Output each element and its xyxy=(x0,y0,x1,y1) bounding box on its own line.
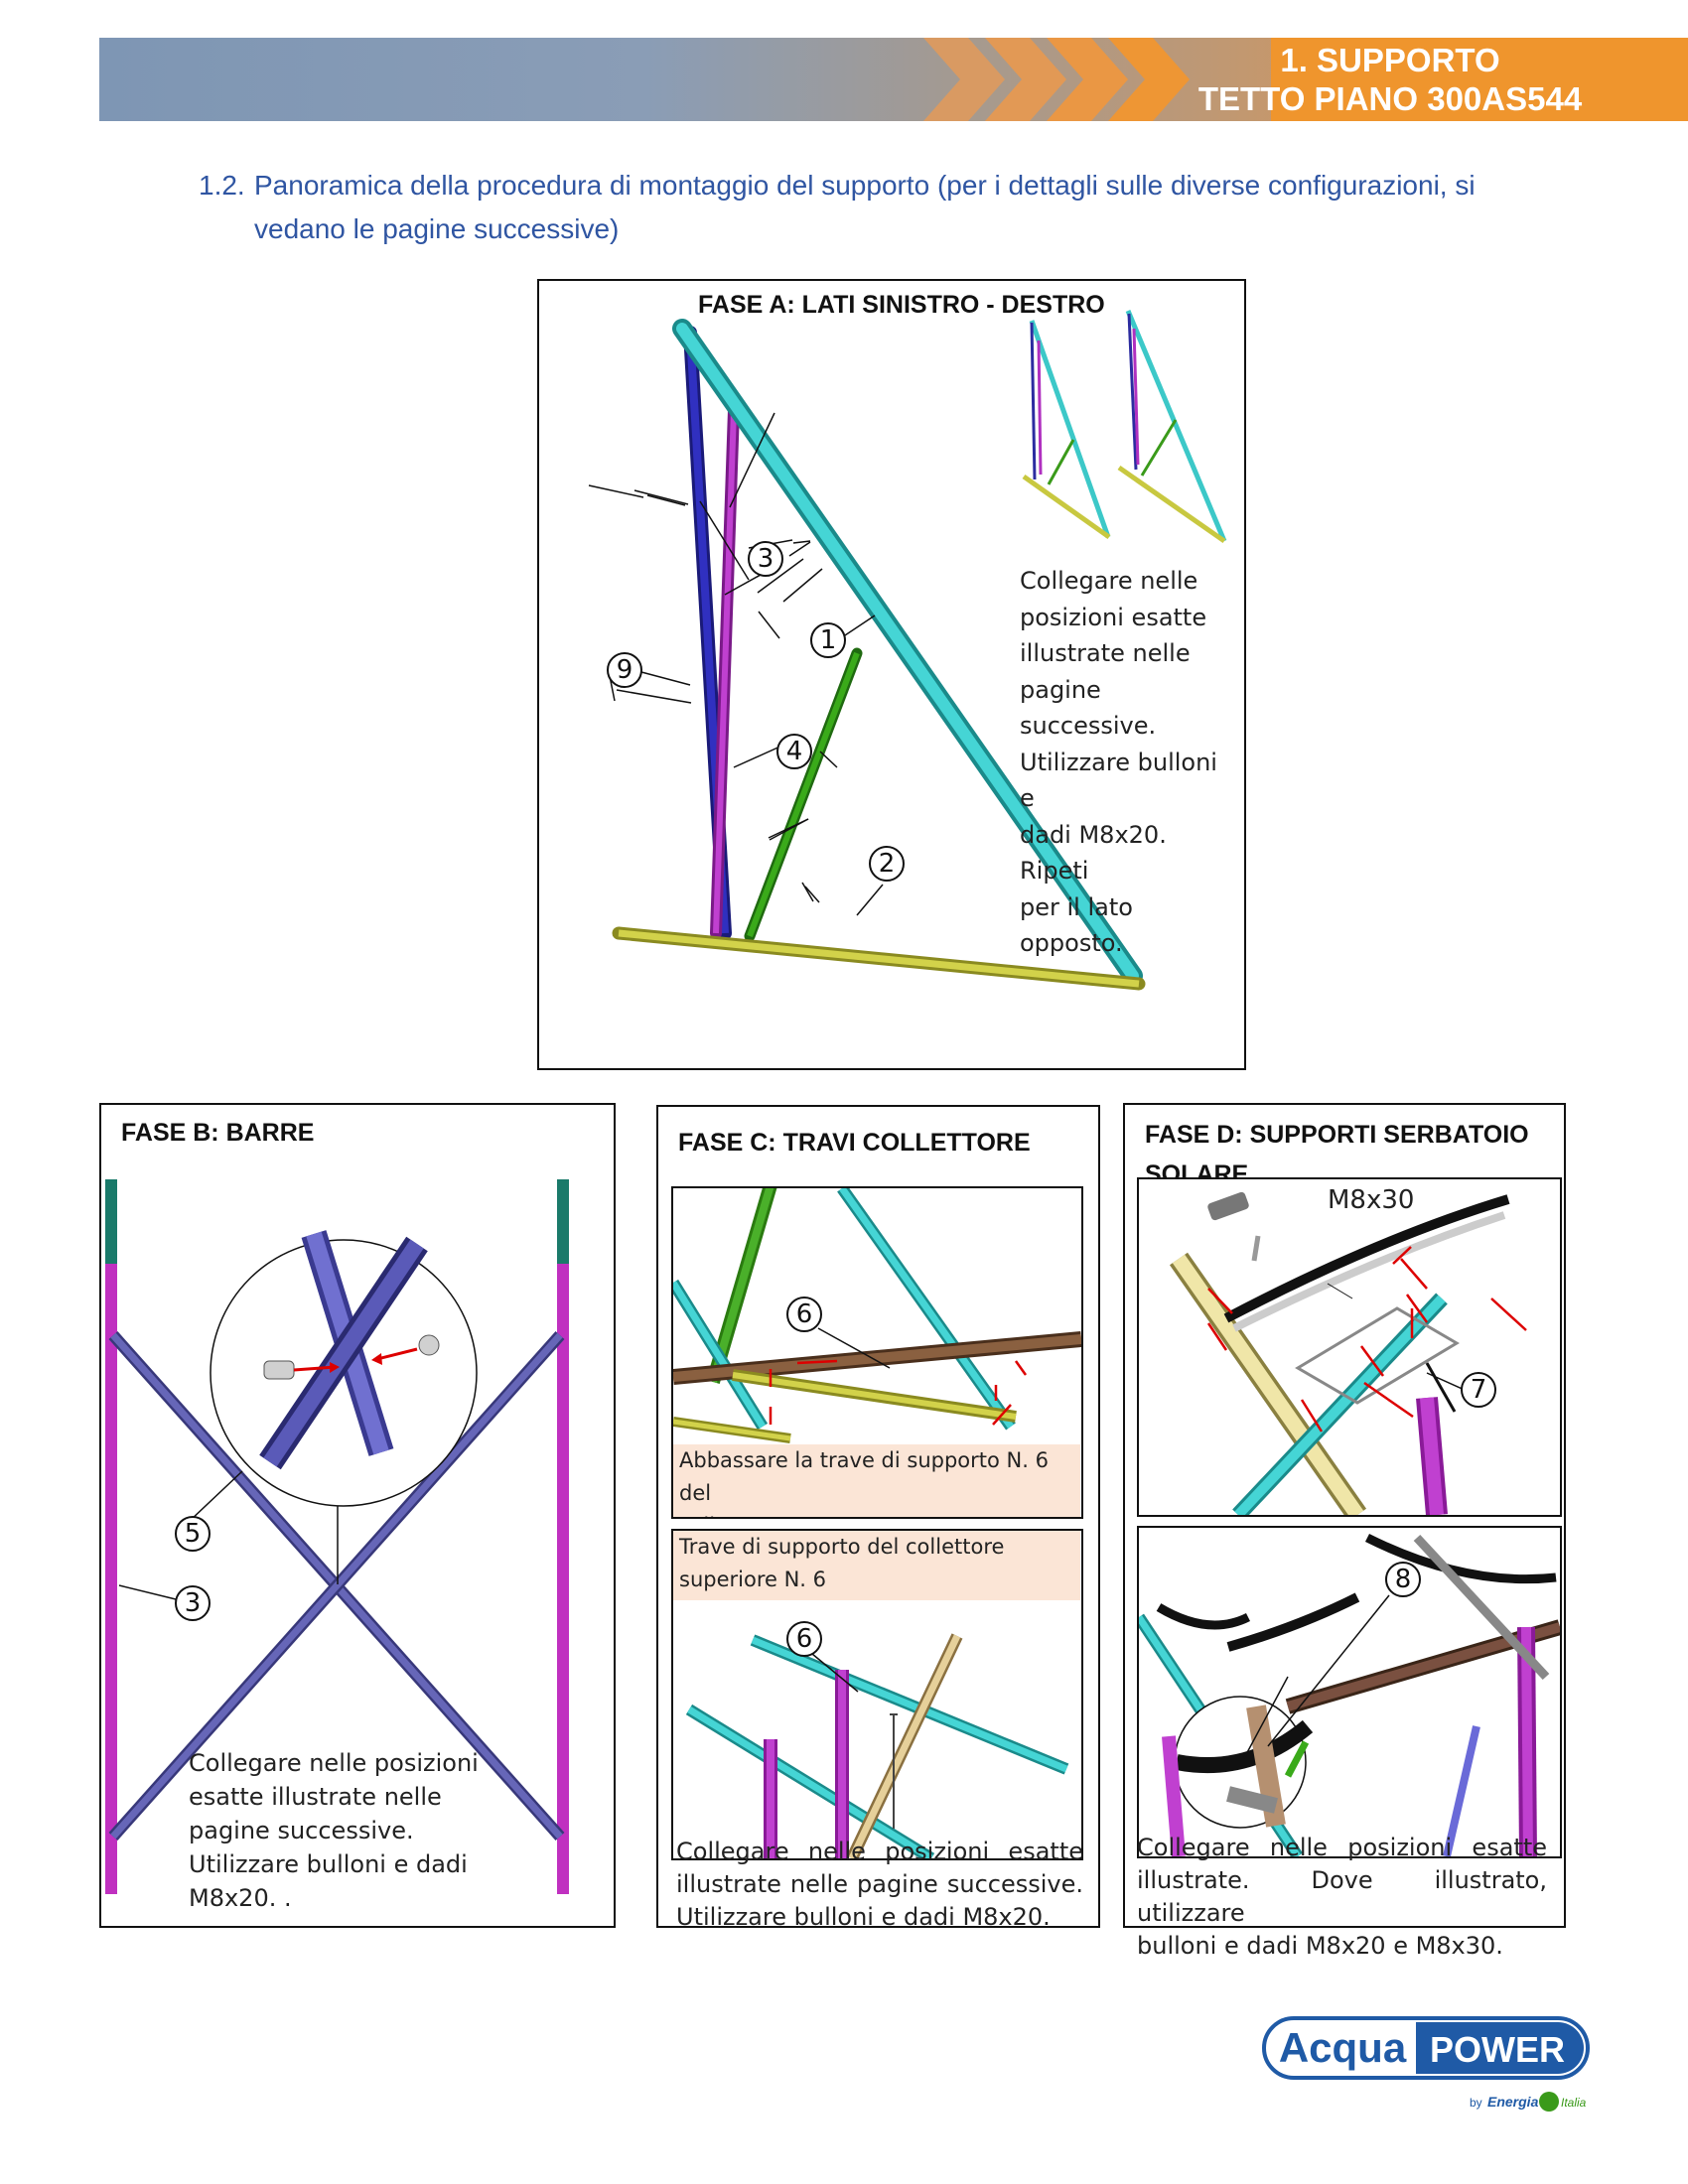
note-line: Abbassare la trave di supporto N. 6 del xyxy=(679,1448,1049,1505)
note-line: Utilizzare bulloni e dadi xyxy=(189,1850,468,1878)
note-line: Collegare nelle posizioni esatte xyxy=(1137,1834,1547,1861)
phase-b-title: FASE B: BARRE xyxy=(121,1119,315,1147)
svg-text:3: 3 xyxy=(185,1588,202,1618)
svg-text:1: 1 xyxy=(820,625,837,655)
phase-a-thumbnail-right xyxy=(1117,310,1227,544)
logo-word-power: POWER xyxy=(1430,2029,1565,2070)
svg-text:3: 3 xyxy=(758,544,774,574)
phase-d-panel: FASE D: SUPPORTI SERBATOIO SOLARE xyxy=(1123,1103,1566,1960)
note-line: bulloni e dadi M8x20 e M8x30. xyxy=(1137,1932,1503,1960)
note-line: illustrate nelle xyxy=(1020,639,1191,667)
note-line: illustrate. Dove illustrato, utilizzare xyxy=(1137,1866,1547,1927)
phase-c-title: FASE C: TRAVI COLLETTORE xyxy=(678,1129,1031,1157)
note-line: Utilizzare bulloni e xyxy=(1020,748,1217,813)
callout-9: 9 xyxy=(607,652,691,688)
bolt-m8x30-label: M8x30 xyxy=(1328,1185,1415,1215)
upright-left-top xyxy=(105,1179,117,1264)
upright-right-top xyxy=(557,1179,569,1264)
phase-c-image-bottom: Trave di supporto del collettore superio… xyxy=(671,1529,1083,1860)
page-header: 1. SUPPORTO TETTO PIANO 300AS544 xyxy=(99,38,1688,121)
note-line: Collegare nelle posizioni xyxy=(189,1749,479,1777)
callout-3-b: 3 xyxy=(118,1584,211,1621)
logo-by: by xyxy=(1470,2096,1482,2110)
note-line: Collegare nelle posizioni esatte xyxy=(676,1838,1083,1865)
arrow-left xyxy=(293,1365,337,1372)
callout-8: 8 xyxy=(1267,1562,1421,1747)
note-line: Utilizzare bulloni e dadi M8x20. xyxy=(676,1903,1051,1931)
phase-a-title: FASE A: LATI SINISTRO - DESTRO xyxy=(698,291,1105,319)
phase-b-panel: FASE B: BARRE 5 3 xyxy=(99,1103,616,1928)
callout-4: 4 xyxy=(776,734,838,769)
callout-6-top: 6 xyxy=(786,1297,891,1369)
phase-a-diagram xyxy=(588,310,1227,991)
phase-b-note: Collegare nelle posizioni esatte illustr… xyxy=(189,1746,516,1915)
upright-left-3 xyxy=(105,1264,117,1894)
callout-7: 7 xyxy=(1426,1372,1496,1408)
callout-5: 5 xyxy=(175,1470,243,1552)
phase-c-lower-beam-note: Abbassare la trave di supporto N. 6 del … xyxy=(673,1444,1080,1517)
header-title: 1. SUPPORTO TETTO PIANO 300AS544 xyxy=(1092,38,1688,124)
callout-3: 3 xyxy=(724,541,783,596)
header-title-line2: TETTO PIANO 300AS544 xyxy=(1197,80,1583,117)
phase-c-upper-beam-note: Trave di supporto del collettore superio… xyxy=(673,1531,1080,1600)
svg-text:7: 7 xyxy=(1471,1375,1487,1405)
note-line: collettore. xyxy=(679,1510,1074,1517)
svg-text:2: 2 xyxy=(879,849,896,879)
note-line: posizioni esatte xyxy=(1020,603,1207,631)
section-heading: 1.2. Panoramica della procedura di montag… xyxy=(199,164,1599,251)
section-heading-line1: Panoramica della procedura di montaggio … xyxy=(254,170,1476,201)
logo-brand-energia: Energia xyxy=(1487,2094,1539,2110)
svg-text:6: 6 xyxy=(796,1299,813,1329)
note-line: superiore N. 6 xyxy=(679,1568,827,1591)
nut-icon xyxy=(418,1334,440,1356)
phase-c-image-top: 6 Abbassare la trave di supporto N. 6 de… xyxy=(671,1186,1083,1519)
phase-d-image-bottom: 8 xyxy=(1137,1526,1562,1858)
svg-text:9: 9 xyxy=(617,655,633,685)
phase-a-panel: FASE A: LATI SINISTRO - DESTRO xyxy=(537,279,1246,1070)
callout-6-bottom: 6 xyxy=(786,1621,859,1693)
svg-text:6: 6 xyxy=(796,1624,813,1654)
note-line: illustrate nelle pagine successive. xyxy=(676,1870,1083,1898)
phase-d-image-top: M8x30 7 xyxy=(1137,1177,1562,1517)
note-line: M8x20. . xyxy=(189,1884,292,1912)
phase-a-note: Collegare nelle posizioni esatte illustr… xyxy=(1020,563,1238,962)
note-line: pagine successive. xyxy=(189,1817,414,1844)
header-title-line1: 1. SUPPORTO xyxy=(1280,42,1500,78)
note-line: Collegare nelle xyxy=(1020,567,1198,595)
note-line: esatte illustrate nelle xyxy=(189,1783,442,1811)
section-number: 1.2. xyxy=(199,170,245,201)
phase-c-panel: FASE C: TRAVI COLLETTORE 6 xyxy=(656,1105,1100,1931)
phase-a-callouts: 3 1 9 4 2 xyxy=(607,541,905,916)
header-chevrons xyxy=(923,38,1190,121)
phase-b-diagram xyxy=(105,1179,569,1894)
title-line: FASE D: SUPPORTI SERBATOIO xyxy=(1145,1121,1529,1149)
svg-text:4: 4 xyxy=(786,737,803,766)
phase-b-callouts: 5 3 xyxy=(118,1470,243,1621)
header-orange-block xyxy=(1271,38,1688,121)
phase-d-note: Collegare nelle posizioni esatte illustr… xyxy=(1137,1832,1547,1963)
note-line: pagine successive. xyxy=(1020,675,1157,741)
note-line: Trave di supporto del collettore xyxy=(679,1535,1005,1559)
bolt-m8x30-icon xyxy=(1207,1191,1249,1221)
upright-right-3 xyxy=(557,1264,569,1894)
note-line: dadi M8x20. Ripeti xyxy=(1020,820,1167,886)
logo-dot-icon xyxy=(1539,2092,1559,2112)
svg-text:5: 5 xyxy=(185,1519,202,1549)
section-heading-line2: vedano le pagine successive) xyxy=(254,213,620,244)
phase-d-title: FASE D: SUPPORTI SERBATOIO SOLARE xyxy=(1145,1115,1529,1194)
callout-1: 1 xyxy=(810,614,876,658)
callout-2: 2 xyxy=(856,846,905,916)
note-line: per il lato opposto. xyxy=(1020,892,1133,958)
acquapower-logo: Acqua POWER by Energia Italia xyxy=(1261,2015,1593,2159)
arrow-right xyxy=(376,1347,418,1361)
tank-saddle xyxy=(1223,1194,1510,1323)
svg-text:8: 8 xyxy=(1395,1565,1412,1594)
phase-c-note: Collegare nelle posizioni esatte illustr… xyxy=(676,1836,1083,1934)
logo-brand-italia: Italia xyxy=(1561,2096,1587,2110)
logo-word-acqua: Acqua xyxy=(1279,2024,1407,2071)
phase-a-thumbnail-left xyxy=(1022,320,1111,540)
